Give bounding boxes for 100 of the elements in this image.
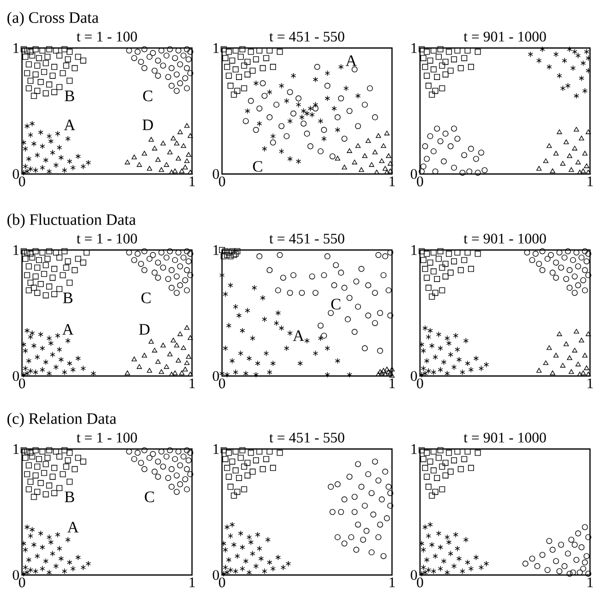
point: [429, 542, 435, 548]
point: [146, 256, 152, 262]
point: [224, 252, 230, 258]
point: [384, 515, 390, 522]
point: [568, 167, 574, 172]
point: [451, 56, 457, 62]
point: [341, 540, 348, 546]
point: [164, 364, 170, 369]
point: [75, 454, 82, 461]
point: [168, 65, 175, 72]
point: [582, 248, 588, 254]
point: [255, 532, 260, 538]
point: [152, 68, 158, 74]
point: [312, 76, 318, 82]
point: [300, 108, 306, 114]
point: [331, 282, 338, 288]
point: [418, 447, 425, 454]
point: [377, 348, 384, 354]
point: [321, 126, 327, 133]
point: [30, 526, 35, 533]
point: [458, 466, 464, 472]
point: [278, 148, 284, 154]
point: [532, 250, 539, 257]
point: [553, 51, 559, 58]
point: [474, 48, 481, 55]
y-tick-label: 1: [14, 245, 19, 255]
point: [439, 85, 446, 92]
point: [226, 48, 232, 55]
point: [40, 544, 46, 550]
point: [184, 466, 190, 472]
point: [428, 492, 435, 499]
point: [377, 522, 384, 528]
point: [182, 277, 188, 284]
point: [55, 332, 60, 339]
point: [578, 254, 584, 260]
point: [60, 272, 66, 278]
point: [26, 61, 32, 68]
x-tick-label: 1: [588, 378, 593, 388]
point: [572, 48, 578, 55]
point: [26, 287, 32, 294]
point: [184, 267, 190, 274]
point: [238, 454, 244, 461]
annotation: C: [143, 90, 152, 102]
point: [256, 105, 262, 112]
point: [44, 54, 50, 60]
y-tick-label: 0: [410, 370, 417, 381]
point: [451, 258, 457, 264]
point: [304, 338, 310, 344]
point: [164, 52, 170, 58]
point: [53, 563, 59, 570]
point: [564, 139, 569, 144]
point: [280, 564, 286, 570]
point: [454, 136, 460, 142]
point: [250, 68, 256, 74]
point: [20, 248, 27, 254]
point: [584, 258, 590, 264]
point: [586, 129, 591, 134]
point: [29, 453, 36, 460]
point: [30, 330, 35, 336]
point: [150, 450, 156, 457]
point: [342, 164, 348, 170]
point: [187, 70, 194, 76]
point: [382, 253, 388, 260]
point: [28, 566, 34, 573]
point: [380, 143, 386, 148]
point: [454, 346, 460, 352]
point: [474, 450, 481, 456]
point: [80, 163, 86, 170]
point: [42, 262, 49, 268]
point: [86, 560, 91, 567]
point: [437, 46, 444, 52]
point: [46, 283, 52, 290]
chart-title: t = 1 - 100: [76, 32, 137, 42]
point: [182, 366, 188, 372]
point: [165, 474, 172, 481]
point: [155, 458, 161, 464]
point: [473, 156, 480, 162]
point: [529, 556, 536, 562]
point: [582, 267, 588, 274]
point: [460, 568, 466, 574]
point: [155, 260, 161, 266]
point: [186, 258, 192, 264]
point: [184, 287, 190, 294]
point: [442, 273, 448, 280]
point: [584, 163, 590, 168]
annotation: C: [144, 491, 154, 502]
point: [362, 102, 368, 108]
chart-title: t = 901 - 1000: [464, 32, 546, 42]
point: [370, 511, 376, 518]
point: [179, 370, 184, 376]
point: [28, 166, 34, 172]
point: [239, 447, 246, 454]
point: [324, 70, 330, 76]
annotation: C: [141, 292, 151, 304]
point: [451, 563, 457, 570]
point: [177, 481, 184, 488]
point: [231, 542, 237, 548]
point: [318, 322, 324, 328]
point: [346, 474, 352, 480]
point: [298, 360, 303, 366]
